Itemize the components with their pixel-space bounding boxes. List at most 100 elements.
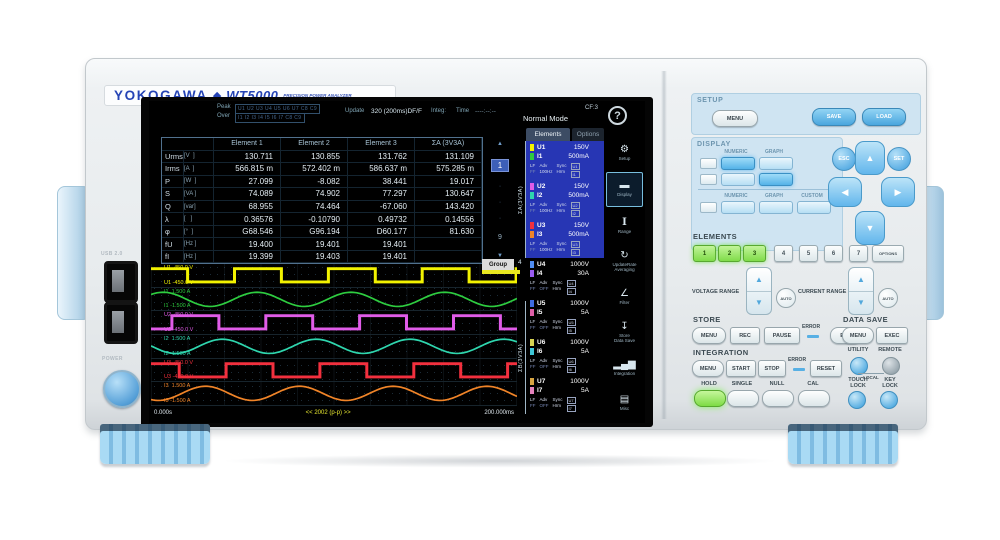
element-2-button[interactable]: 2 bbox=[718, 245, 741, 262]
touch-lock-button[interactable] bbox=[848, 391, 866, 409]
rail-filter-button[interactable]: ∠ Filter bbox=[606, 280, 643, 314]
rail-store-button[interactable]: ↧ Store Data Save bbox=[606, 316, 643, 350]
element-3-button[interactable]: 3 bbox=[743, 245, 766, 262]
display-graph-button[interactable] bbox=[759, 173, 793, 186]
element-4-button[interactable]: 4 bbox=[774, 245, 793, 262]
rail-setup-button[interactable]: ⚙ Setup bbox=[606, 136, 643, 170]
current-range-down-icon[interactable]: ▼ bbox=[857, 298, 865, 308]
element-sub-settings: LF FF Adv 100Hz Sync Hrm U3 I3 bbox=[530, 241, 602, 257]
store-rec-button[interactable]: REC bbox=[730, 327, 760, 344]
integration-stop-button[interactable]: STOP bbox=[758, 360, 786, 377]
usb-port-2[interactable] bbox=[104, 302, 138, 344]
line-filter-flags: LF FF bbox=[530, 397, 536, 408]
voltage-range-down-icon[interactable]: ▼ bbox=[755, 298, 763, 308]
voltage-range: 150V bbox=[573, 144, 589, 151]
current-range: 5A bbox=[581, 348, 589, 355]
load-button[interactable]: LOAD bbox=[862, 108, 906, 126]
display-button-row bbox=[700, 157, 842, 170]
group-tag: Group bbox=[482, 259, 514, 270]
lcd-screen[interactable]: Peak Over U1 U2 U3 U4 U5 U6 U7 C8 C9 I1 … bbox=[149, 101, 645, 423]
data-save-menu-button[interactable]: MENU bbox=[842, 327, 874, 344]
key-lock-button[interactable] bbox=[880, 391, 898, 409]
element-options-button[interactable]: OPTIONS bbox=[872, 245, 904, 262]
element-5-button[interactable]: 5 bbox=[799, 245, 818, 262]
voltage-color-swatch bbox=[530, 300, 534, 307]
element-group-2[interactable]: U2 150V I2 500mA LF FF Adv 100Hz Sync Hrm U2 I2 bbox=[526, 180, 604, 219]
usb-port-1[interactable] bbox=[104, 261, 138, 303]
help-icon[interactable]: ? bbox=[608, 106, 627, 125]
element-6-button[interactable]: 6 bbox=[824, 245, 843, 262]
nav-down-button[interactable]: ▼ bbox=[855, 211, 885, 245]
page-down-icon[interactable]: ▼ bbox=[497, 252, 503, 259]
store-menu-button[interactable]: MENU bbox=[692, 327, 726, 344]
page-selector[interactable]: ▲ 1 · · · 9 ▼ bbox=[487, 139, 513, 261]
element-1-button[interactable]: 1 bbox=[693, 245, 716, 262]
table-cell: 74.902 bbox=[281, 188, 348, 201]
single-button[interactable] bbox=[727, 390, 759, 407]
page-last[interactable]: 9 bbox=[498, 233, 502, 241]
voltage-auto-button[interactable]: AUTO bbox=[776, 288, 796, 308]
page-current[interactable]: 1 bbox=[491, 159, 509, 173]
current-auto-button[interactable]: AUTO bbox=[878, 288, 898, 308]
display-custom-button[interactable] bbox=[797, 201, 831, 214]
current-range-stepper[interactable]: ▲ ▼ bbox=[848, 267, 874, 315]
current-range-up-icon[interactable]: ▲ bbox=[849, 268, 873, 292]
time-axis-start: 0.000s bbox=[154, 410, 173, 416]
esc-button[interactable]: ESC bbox=[832, 147, 856, 171]
store-pause-button[interactable]: PAUSE bbox=[764, 327, 800, 344]
utility-button[interactable] bbox=[850, 357, 868, 375]
table-cell: -8.082 bbox=[281, 175, 348, 189]
tab-elements[interactable]: Elements bbox=[526, 128, 570, 141]
display-numeric-button[interactable] bbox=[721, 201, 755, 214]
store-title: STORE bbox=[693, 315, 721, 324]
page-up-icon[interactable]: ▲ bbox=[497, 141, 503, 147]
rail-update-rate-button[interactable]: ↻ UpdateRate Averaging bbox=[606, 245, 643, 279]
rail-display-button[interactable]: ▬ Display bbox=[606, 171, 643, 207]
element-7-button[interactable]: 7 bbox=[849, 245, 868, 262]
remote-button[interactable] bbox=[882, 357, 900, 375]
voltage-range-up-icon[interactable]: ▲ bbox=[747, 268, 771, 292]
nav-right-button[interactable]: ▶ bbox=[881, 177, 915, 207]
element-group-5[interactable]: U5 1000V I5 5A LF FF Adv OFF Sync Hrm U5 I5 bbox=[526, 297, 604, 336]
channel-bottom-label: U3 -450.0 V bbox=[164, 374, 194, 381]
element-group-3[interactable]: U3 150V I3 500mA LF FF Adv 100Hz Sync Hrm U3 I3 bbox=[526, 219, 604, 258]
set-button[interactable]: SET bbox=[887, 147, 911, 171]
display-numeric-button[interactable] bbox=[721, 173, 755, 186]
current-row: I1 500mA bbox=[530, 152, 602, 161]
tab-options[interactable]: Options bbox=[572, 128, 604, 141]
update-rate-icon: ↻ bbox=[620, 249, 629, 261]
channel-top-label: I1 1.500 A bbox=[164, 288, 191, 295]
null-button[interactable] bbox=[762, 390, 794, 407]
integration-reset-button[interactable]: RESET bbox=[810, 360, 842, 377]
display-numeric-button[interactable] bbox=[721, 157, 755, 170]
element-group-6[interactable]: U6 1000V I6 5A LF FF Adv OFF Sync Hrm U6 I6 bbox=[526, 336, 604, 375]
element-group-7[interactable]: U7 1000V I7 5A LF FF Adv OFF Sync Hrm U7 I7 bbox=[526, 375, 604, 414]
voltage-range-stepper[interactable]: ▲ ▼ bbox=[746, 267, 772, 315]
display-indicator-button[interactable] bbox=[700, 158, 717, 169]
rail-misc-button[interactable]: ▤ Misc bbox=[606, 387, 643, 421]
integration-start-button[interactable]: START bbox=[726, 360, 756, 377]
setup-menu-button[interactable]: MENU bbox=[712, 110, 758, 127]
time-value: ----:--:-- bbox=[475, 108, 496, 115]
display-indicator-button[interactable] bbox=[700, 174, 717, 185]
display-graph-button[interactable] bbox=[759, 201, 793, 214]
power-button[interactable] bbox=[103, 370, 141, 408]
cal-button[interactable] bbox=[798, 390, 830, 407]
element-group-4[interactable]: 4 U4 1000V I4 30A LF FF Adv OFF Sync Hrm U4 I4 bbox=[518, 258, 604, 297]
nav-left-button[interactable]: ◀ bbox=[828, 177, 862, 207]
hold-button[interactable] bbox=[694, 390, 726, 407]
voltage-channel: U5 bbox=[537, 300, 546, 307]
display-indicator-button[interactable] bbox=[700, 202, 717, 213]
rail-integration-button[interactable]: ▂▄▆ Integration bbox=[606, 351, 643, 385]
sync-sources: U1 I1 bbox=[570, 163, 580, 178]
table-cell: 566.815 m bbox=[214, 163, 281, 176]
rail-range-button[interactable]: I Range bbox=[606, 209, 643, 243]
display-graph-button[interactable] bbox=[759, 157, 793, 170]
waveform-U3: U3 450.0 V U3 -450.0 V bbox=[151, 359, 517, 383]
nav-up-button[interactable]: ▲ bbox=[855, 141, 885, 175]
save-button[interactable]: SAVE bbox=[812, 108, 856, 126]
table-corner bbox=[162, 138, 214, 151]
data-save-exec-button[interactable]: EXEC bbox=[876, 327, 908, 344]
element-group-1[interactable]: U1 150V I1 500mA LF FF Adv 100Hz Sync Hrm U1 I1 bbox=[526, 141, 604, 180]
integration-menu-button[interactable]: MENU bbox=[692, 360, 724, 377]
